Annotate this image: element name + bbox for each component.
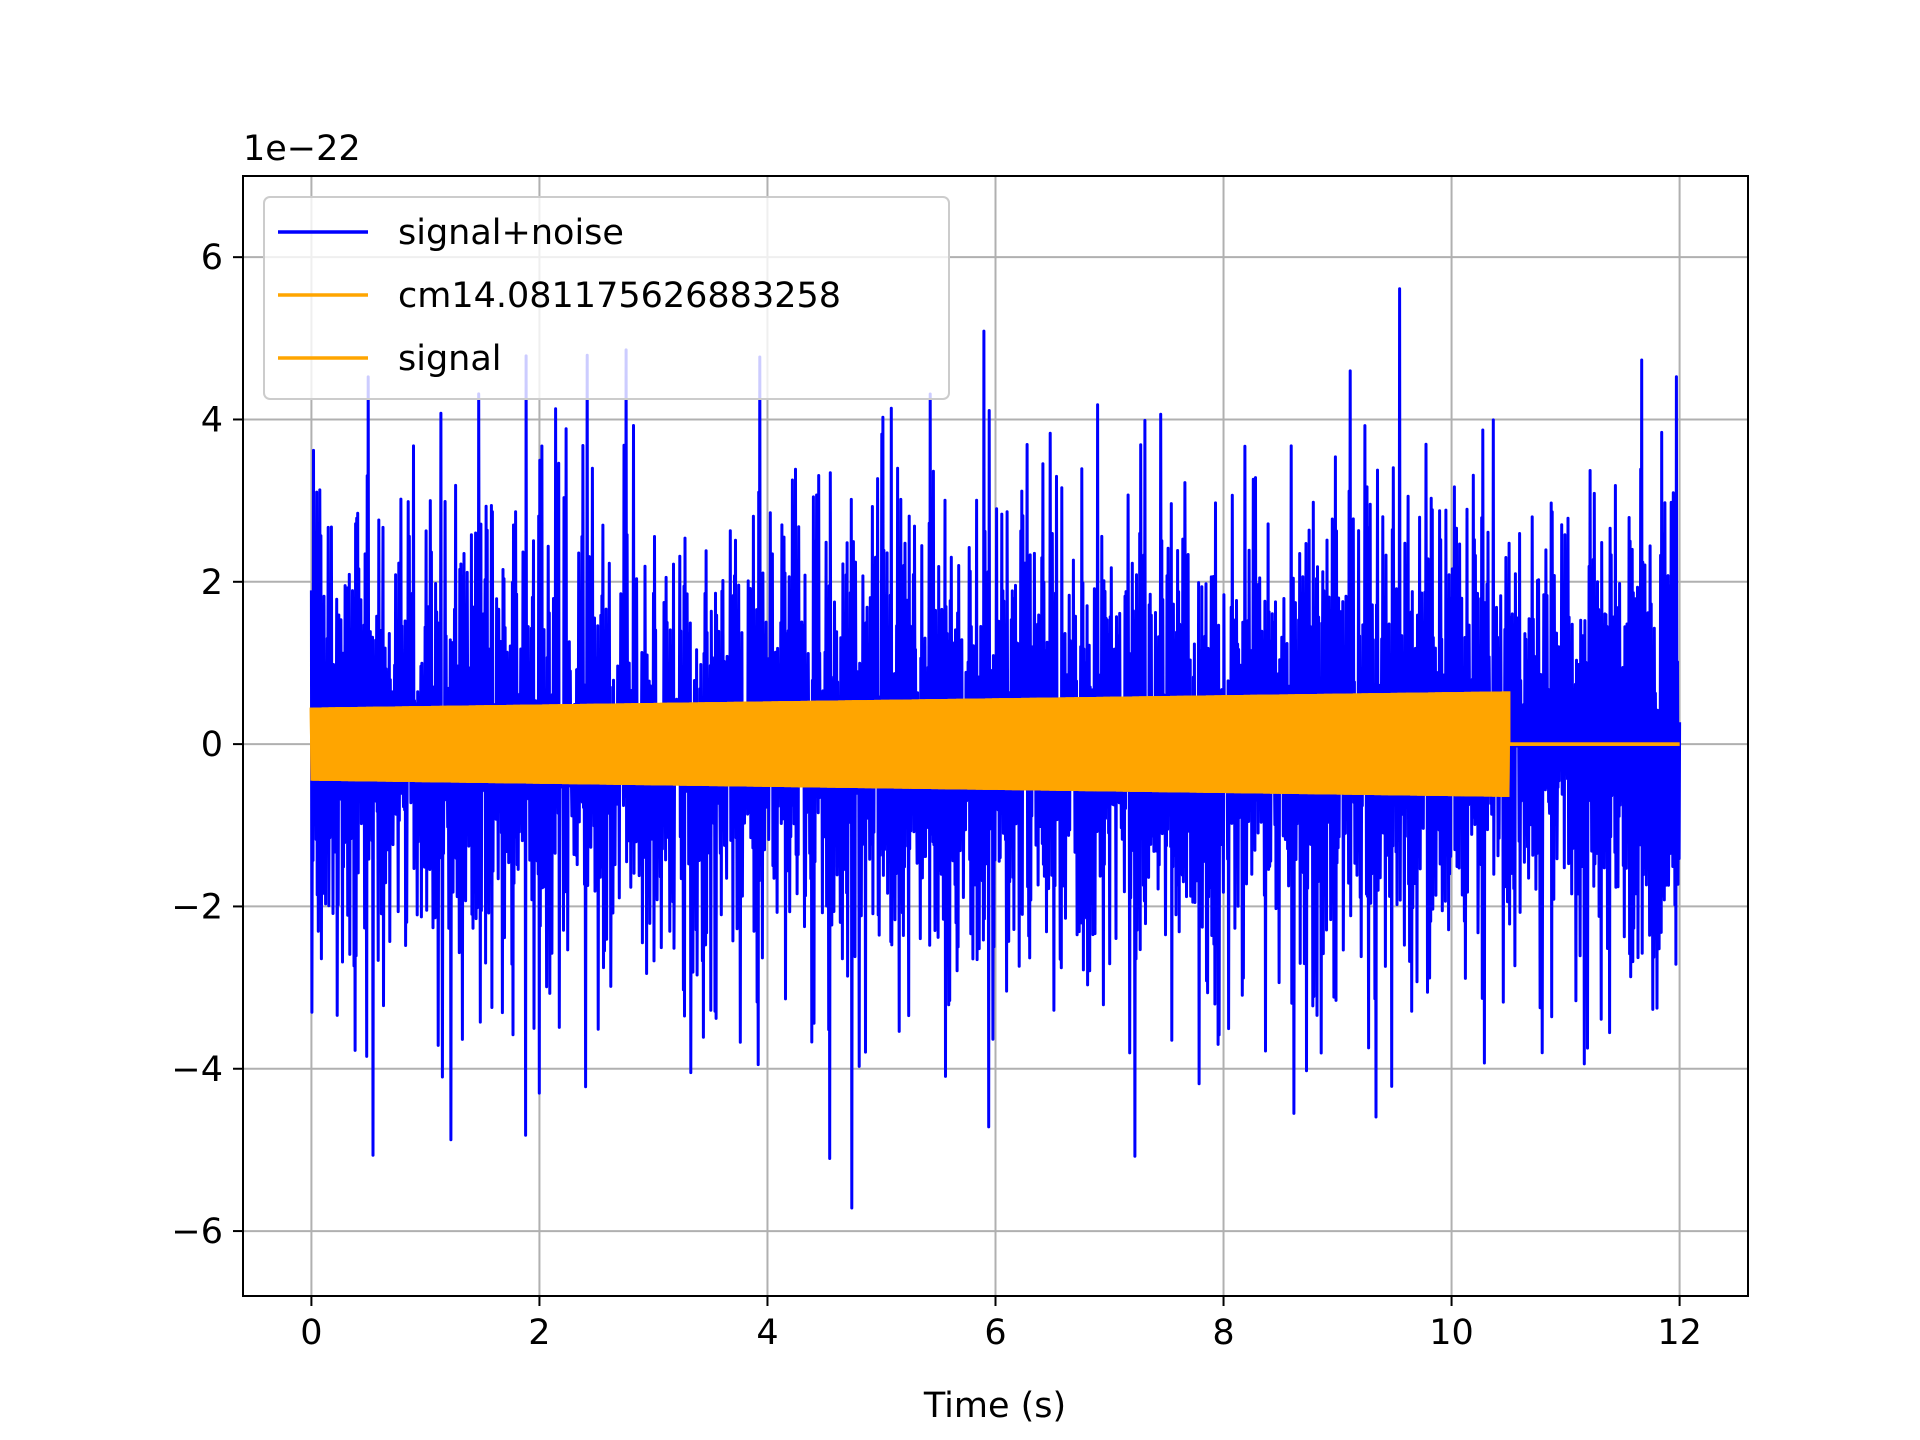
y-tick-label: 2 bbox=[201, 563, 223, 603]
tick-layer: 0 2 4 6 8 10 12 −6 −4 −2 0 2 4 6 bbox=[171, 238, 1701, 1353]
y-tick-label: 0 bbox=[201, 725, 223, 765]
y-tick-label: −4 bbox=[171, 1050, 223, 1090]
y-tick-label: 6 bbox=[201, 238, 223, 278]
y-offset-text: 1e−22 bbox=[243, 129, 361, 169]
x-tick-label: 2 bbox=[528, 1313, 550, 1353]
data-layer bbox=[309, 287, 1682, 1210]
x-tick-label: 4 bbox=[756, 1313, 778, 1353]
legend: signal+noise cm14.081175626883258 signal bbox=[263, 196, 950, 400]
y-tick-label: −2 bbox=[171, 887, 223, 927]
y-tick-label: 4 bbox=[201, 400, 223, 440]
x-tick-label: 8 bbox=[1212, 1313, 1234, 1353]
legend-label-signal-noise: signal+noise bbox=[398, 213, 624, 253]
legend-frame bbox=[263, 196, 950, 400]
y-tick-label: −6 bbox=[171, 1212, 223, 1252]
x-axis-label: Time (s) bbox=[923, 1386, 1066, 1426]
x-tick-label: 6 bbox=[984, 1313, 1006, 1353]
series-signal-line bbox=[309, 691, 1680, 797]
x-tick-label: 10 bbox=[1429, 1313, 1474, 1353]
x-tick-label: 0 bbox=[300, 1313, 322, 1353]
legend-label-cm: cm14.081175626883258 bbox=[398, 276, 841, 316]
legend-label-signal: signal bbox=[398, 339, 502, 379]
x-tick-label: 12 bbox=[1657, 1313, 1702, 1353]
